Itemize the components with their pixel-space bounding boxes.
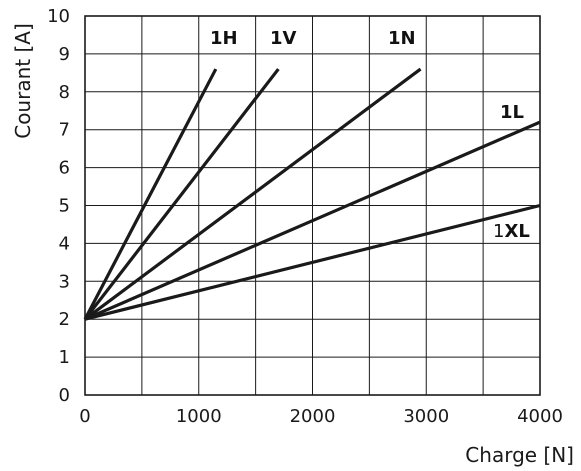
- x-tick-label: 3000: [403, 406, 449, 427]
- y-tick-label: 7: [59, 120, 70, 141]
- series-label-1h: 1H: [210, 28, 238, 49]
- x-tick-label: 1000: [176, 406, 222, 427]
- grid: [85, 16, 540, 395]
- y-tick-label: 1: [59, 347, 70, 368]
- series-lines: [83, 67, 541, 321]
- y-tick-label: 5: [59, 196, 70, 217]
- x-tick-labels: 0 1000 2000 3000 4000: [79, 406, 563, 427]
- y-tick-label: 10: [47, 6, 70, 27]
- series-label-1v: 1V: [270, 28, 297, 49]
- plot-frame: [84, 15, 541, 396]
- y-tick-label: 8: [59, 82, 70, 103]
- y-tick-label: 9: [59, 44, 70, 65]
- y-tick-label: 3: [59, 271, 70, 292]
- x-tick-label: 4000: [517, 406, 563, 427]
- series-line-1v: [83, 68, 280, 321]
- x-tick-label: 0: [79, 406, 90, 427]
- series-labels: 1H 1V 1N 1L 1XL: [210, 28, 530, 242]
- series-label-1xl: 1XL: [493, 221, 530, 242]
- series-label-1n: 1N: [388, 28, 416, 49]
- x-tick-label: 2000: [290, 406, 336, 427]
- y-axis-title: Courant [A]: [11, 23, 35, 139]
- x-axis-title: Charge [N]: [465, 443, 574, 467]
- y-tick-label: 4: [59, 233, 70, 254]
- y-tick-label: 0: [59, 385, 70, 406]
- y-tick-label: 6: [59, 158, 70, 179]
- y-tick-label: 2: [59, 309, 70, 330]
- series-line-1h: [83, 68, 218, 320]
- series-label-1l: 1L: [500, 102, 524, 123]
- series-line-1l: [84, 120, 541, 321]
- series-line-1xl: [84, 203, 541, 321]
- series-line-1n: [84, 67, 422, 321]
- y-tick-labels: 0 1 2 3 4 5 6 7 8 9 10: [47, 6, 70, 406]
